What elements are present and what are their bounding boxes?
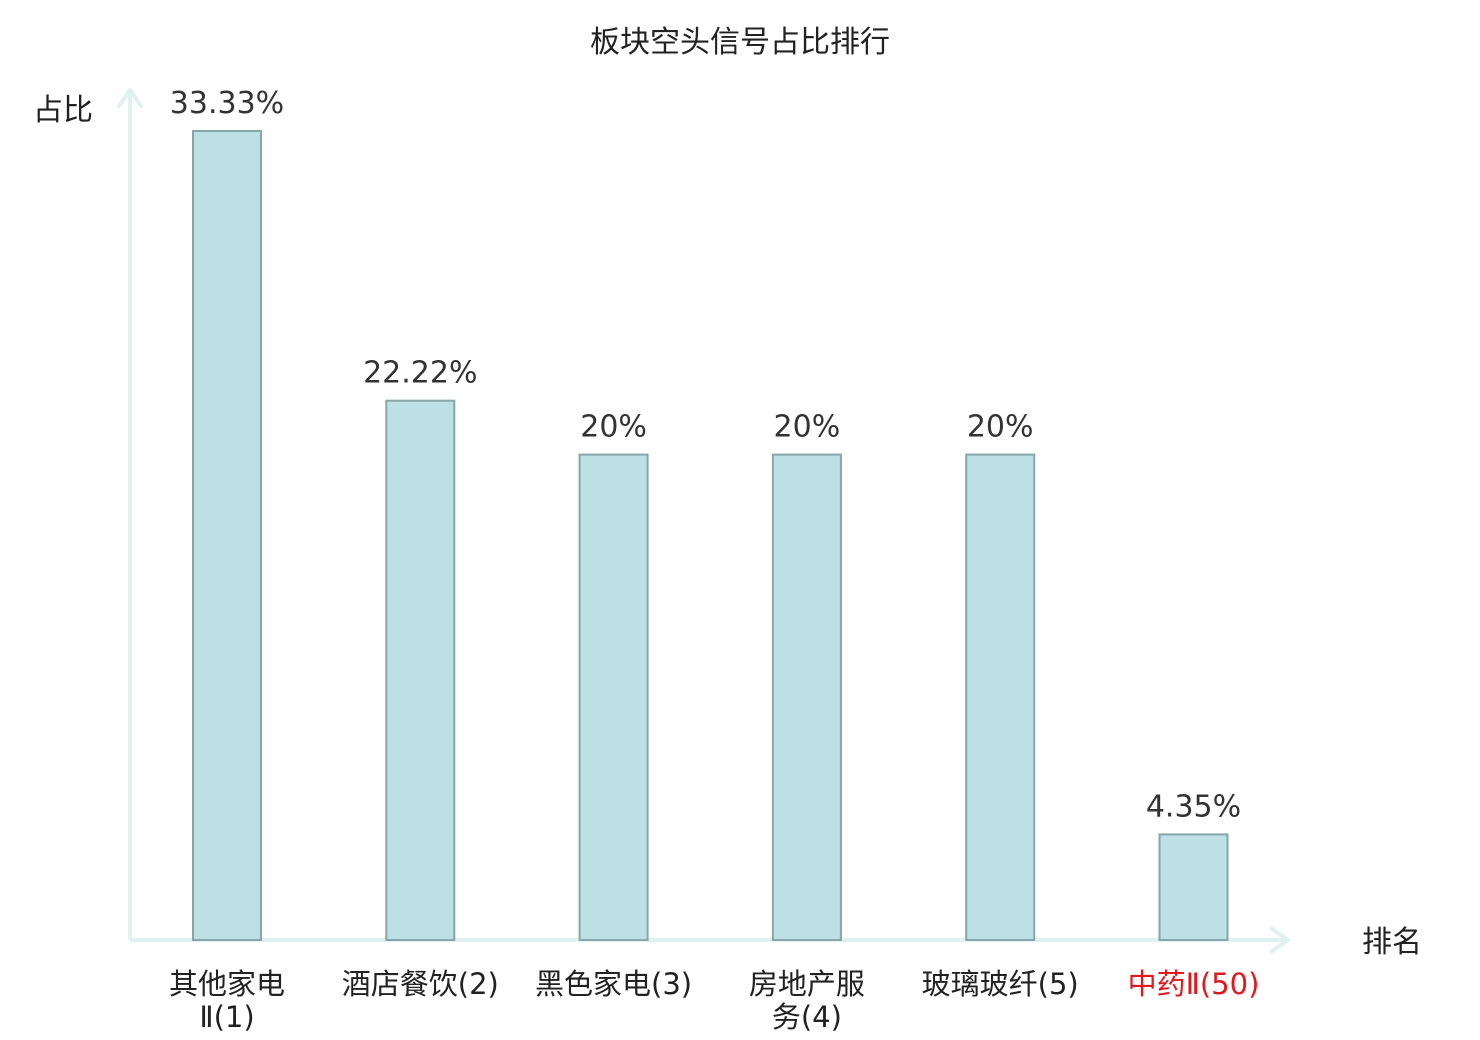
category-label-1: 其他家电 Ⅱ(1) (169, 967, 285, 1034)
value-label-2: 22.22% (363, 356, 477, 391)
y-axis-arrow (117, 88, 143, 108)
bar-5 (965, 453, 1036, 941)
bar-2 (385, 399, 456, 941)
x-axis-label: 排名 (1362, 925, 1422, 960)
x-axis-arrow (1270, 927, 1290, 953)
category-label-4: 房地产服务(4) (749, 967, 865, 1034)
axes (117, 88, 1290, 953)
value-labels: 33.33% 22.22% 20% 20% 20% 4.35% (170, 86, 1241, 824)
value-label-6: 4.35% (1146, 789, 1241, 824)
value-label-3: 20% (580, 410, 647, 445)
y-axis-label: 占比 (33, 93, 93, 128)
chart-title: 板块空头信号占比排行 (590, 25, 890, 60)
bar-4 (771, 453, 842, 941)
category-label-2: 酒店餐饮(2) (342, 967, 499, 1001)
category-labels: 其他家电 Ⅱ(1) 酒店餐饮(2) 黑色家电(3) 房地产服务(4) 玻璃玻纤(5) 中药Ⅱ… (169, 967, 1259, 1034)
category-label-5: 玻璃玻纤(5) (922, 967, 1079, 1001)
category-label-3: 黑色家电(3) (535, 967, 692, 1001)
value-label-4: 20% (774, 410, 841, 445)
bar-3 (578, 453, 649, 941)
value-label-1: 33.33% (170, 86, 284, 121)
bars (192, 130, 1229, 942)
category-label-6: 中药Ⅱ(50) (1128, 967, 1260, 1001)
bar-1 (192, 130, 262, 941)
bar-6 (1158, 833, 1229, 942)
value-label-5: 20% (967, 410, 1034, 445)
